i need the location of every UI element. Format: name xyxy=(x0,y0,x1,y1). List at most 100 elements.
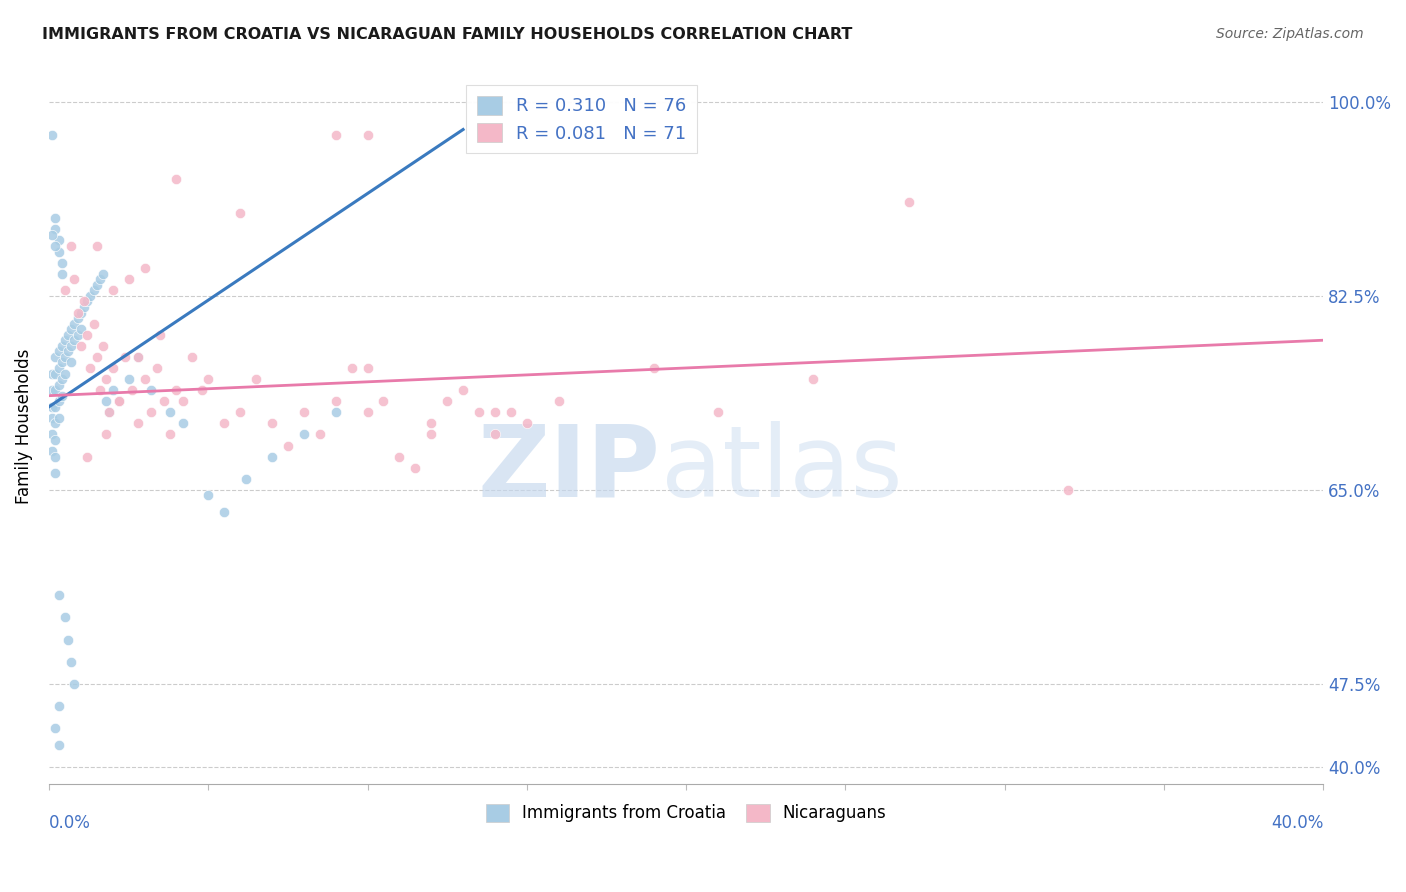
Point xyxy=(101,383,124,397)
Point xyxy=(51,389,73,403)
Point xyxy=(69,339,91,353)
Text: Source: ZipAtlas.com: Source: ZipAtlas.com xyxy=(1216,27,1364,41)
Point xyxy=(139,405,162,419)
Point xyxy=(172,417,194,431)
Y-axis label: Family Households: Family Households xyxy=(15,349,32,504)
Point xyxy=(235,472,257,486)
Point xyxy=(51,255,73,269)
Point xyxy=(44,211,66,226)
Point xyxy=(73,294,96,309)
Point xyxy=(63,272,86,286)
Point xyxy=(101,361,124,376)
Point xyxy=(60,339,83,353)
Point xyxy=(468,405,491,419)
Point xyxy=(516,417,538,431)
Text: 0.0%: 0.0% xyxy=(49,814,91,832)
Point xyxy=(44,239,66,253)
Point xyxy=(643,361,665,376)
Point xyxy=(76,327,98,342)
Point xyxy=(44,417,66,431)
Point xyxy=(134,261,156,276)
Point xyxy=(48,699,70,714)
Point xyxy=(101,283,124,297)
Text: IMMIGRANTS FROM CROATIA VS NICARAGUAN FAMILY HOUSEHOLDS CORRELATION CHART: IMMIGRANTS FROM CROATIA VS NICARAGUAN FA… xyxy=(42,27,852,42)
Point xyxy=(86,350,108,364)
Point xyxy=(96,394,118,409)
Point xyxy=(73,300,96,314)
Point xyxy=(41,367,63,381)
Point xyxy=(56,327,79,342)
Point xyxy=(197,488,219,502)
Point xyxy=(325,405,347,419)
Point xyxy=(277,439,299,453)
Point xyxy=(48,244,70,259)
Point xyxy=(229,205,252,219)
Point xyxy=(83,317,105,331)
Point xyxy=(44,722,66,736)
Point xyxy=(60,355,83,369)
Point xyxy=(356,405,378,419)
Point xyxy=(159,405,181,419)
Point xyxy=(51,339,73,353)
Point xyxy=(292,405,315,419)
Point xyxy=(1057,483,1080,497)
Point xyxy=(48,588,70,602)
Point xyxy=(260,417,283,431)
Text: 40.0%: 40.0% xyxy=(1271,814,1323,832)
Point xyxy=(108,394,131,409)
Point xyxy=(898,194,921,209)
Point xyxy=(172,394,194,409)
Point xyxy=(76,450,98,464)
Point xyxy=(127,350,149,364)
Point xyxy=(41,427,63,442)
Point xyxy=(41,383,63,397)
Point xyxy=(41,227,63,242)
Point xyxy=(56,344,79,359)
Point xyxy=(451,383,474,397)
Point xyxy=(56,632,79,647)
Point xyxy=(98,405,121,419)
Point xyxy=(63,677,86,691)
Point xyxy=(292,427,315,442)
Point xyxy=(66,305,89,319)
Point xyxy=(325,128,347,142)
Point xyxy=(96,372,118,386)
Point xyxy=(51,355,73,369)
Point xyxy=(48,394,70,409)
Text: ZIP: ZIP xyxy=(478,421,661,517)
Point xyxy=(356,361,378,376)
Point xyxy=(181,350,204,364)
Point xyxy=(98,405,121,419)
Point xyxy=(707,405,730,419)
Point xyxy=(191,383,214,397)
Point xyxy=(48,344,70,359)
Point xyxy=(420,417,443,431)
Point xyxy=(152,394,174,409)
Point xyxy=(79,289,101,303)
Point xyxy=(48,361,70,376)
Point xyxy=(91,339,114,353)
Point xyxy=(117,272,139,286)
Point xyxy=(127,350,149,364)
Point xyxy=(229,405,252,419)
Point xyxy=(484,427,506,442)
Point xyxy=(114,350,136,364)
Point xyxy=(212,505,235,519)
Point xyxy=(547,394,569,409)
Point xyxy=(117,372,139,386)
Point xyxy=(388,450,411,464)
Legend: Immigrants from Croatia, Nicaraguans: Immigrants from Croatia, Nicaraguans xyxy=(479,797,893,830)
Point xyxy=(53,350,76,364)
Point xyxy=(340,361,363,376)
Point xyxy=(44,450,66,464)
Point xyxy=(63,317,86,331)
Point xyxy=(48,738,70,752)
Point xyxy=(44,367,66,381)
Point xyxy=(212,417,235,431)
Point xyxy=(53,367,76,381)
Point xyxy=(96,427,118,442)
Point xyxy=(44,222,66,236)
Point xyxy=(373,394,395,409)
Point xyxy=(41,400,63,414)
Point xyxy=(48,410,70,425)
